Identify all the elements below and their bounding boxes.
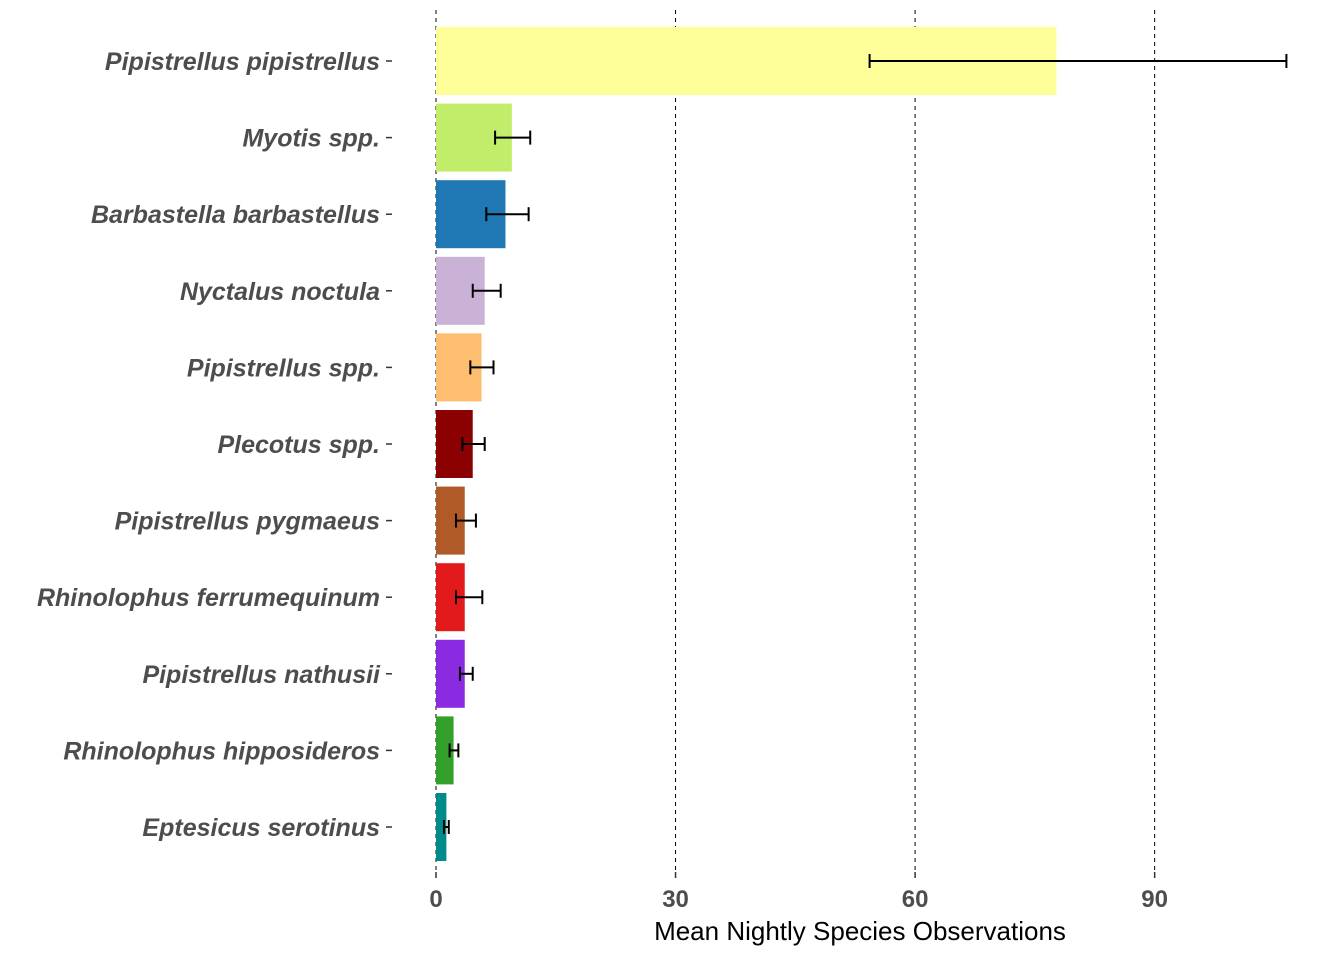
x-tick-label: 0 — [429, 886, 442, 913]
category-label: Barbastella barbastellus — [91, 201, 380, 229]
category-label: Pipistrellus nathusii — [142, 661, 381, 689]
category-label: Rhinolophus hipposideros — [63, 737, 380, 765]
x-tick-label: 30 — [662, 886, 689, 913]
x-axis-title: Mean Nightly Species Observations — [654, 916, 1066, 946]
gridlines — [435, 10, 1156, 872]
category-label: Pipistrellus pygmaeus — [115, 508, 380, 536]
bar-10 — [436, 716, 454, 785]
category-label: Rhinolophus ferrumequinum — [37, 584, 380, 612]
bar-11 — [436, 793, 447, 861]
category-label: Myotis spp. — [242, 125, 380, 153]
category-label: Eptesicus serotinus — [142, 814, 380, 842]
category-label: Pipistrellus pipistrellus — [105, 48, 380, 76]
x-axis: 0 30 60 90 — [429, 872, 1168, 913]
category-label: Nyctalus noctula — [180, 278, 380, 306]
x-tick-label: 60 — [902, 886, 929, 913]
category-label: Pipistrellus spp. — [187, 354, 380, 382]
x-tick-label: 90 — [1141, 886, 1168, 913]
category-label: Plecotus spp. — [217, 431, 380, 459]
y-axis: Pipistrellus pipistrellus Myotis spp. Barb… — [37, 48, 392, 842]
bars — [436, 27, 1057, 861]
error-bars — [442, 54, 1288, 834]
